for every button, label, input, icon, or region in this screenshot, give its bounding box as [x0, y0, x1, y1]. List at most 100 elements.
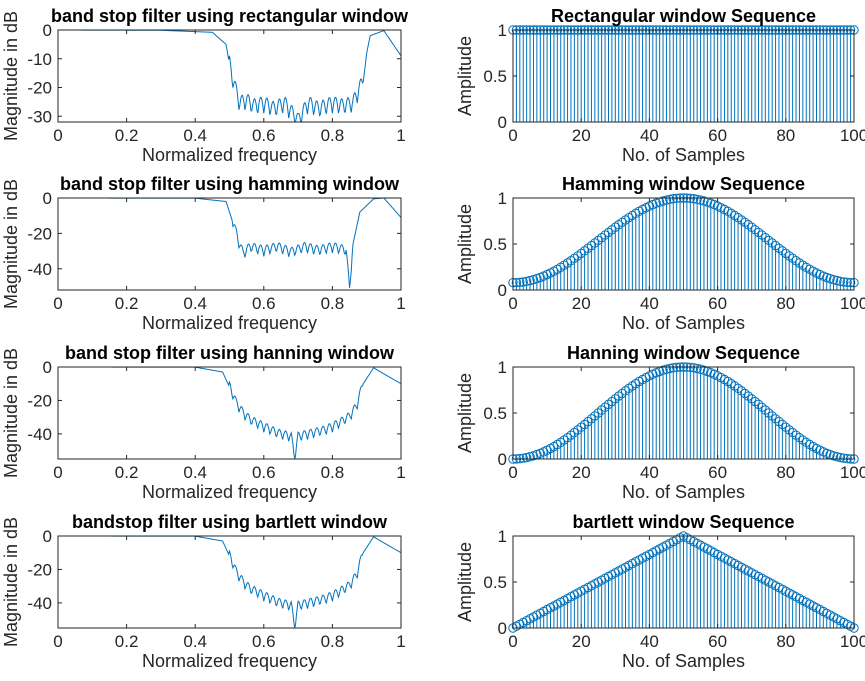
stem-marker — [562, 432, 573, 443]
y-tick-label: -20 — [27, 224, 52, 243]
stem-marker — [579, 246, 590, 256]
x-tick-label: 0.8 — [321, 632, 345, 651]
x-tick-label: 80 — [776, 126, 795, 145]
y-tick-label: -30 — [27, 107, 52, 126]
stem-marker — [747, 222, 757, 232]
stem-marker — [753, 399, 764, 410]
stem-marker — [777, 419, 788, 430]
x-tick-label: 0.2 — [115, 126, 139, 145]
stem-marker — [590, 411, 600, 421]
x-axis-label: Normalized frequency — [142, 313, 317, 333]
y-tick-label: 0.5 — [483, 573, 507, 592]
y-axis-label: Amplitude — [455, 36, 475, 116]
x-tick-label: 60 — [708, 126, 727, 145]
x-axis-label: No. of Samples — [622, 482, 745, 502]
x-tick-label: 0.8 — [321, 294, 345, 313]
x-tick-label: 40 — [640, 294, 659, 313]
y-tick-label: -20 — [27, 560, 52, 579]
stem-marker — [774, 243, 784, 253]
y-tick-label: -40 — [27, 594, 52, 613]
y-axis-label: Magnitude in dB — [1, 517, 21, 647]
stem-marker — [607, 225, 617, 235]
stem-marker — [764, 408, 774, 418]
x-tick-label: 60 — [708, 463, 727, 482]
axes-frame — [57, 535, 402, 629]
y-tick-label: 0 — [498, 113, 507, 132]
x-tick-label: 0.6 — [252, 126, 276, 145]
stem-marker — [777, 246, 788, 256]
x-tick-label: 0 — [508, 632, 517, 651]
x-tick-label: 1 — [396, 294, 405, 313]
subplot-title: Hanning window Sequence — [567, 343, 800, 363]
subplot-title: band stop filter using rectangular windo… — [51, 6, 409, 26]
stem-marker — [620, 386, 631, 396]
x-tick-label: 80 — [776, 294, 795, 313]
stem-marker — [770, 240, 781, 251]
stem-marker — [566, 430, 576, 440]
stem-marker — [593, 235, 603, 246]
stem-marker — [658, 196, 668, 206]
x-tick-label: 0 — [508, 126, 517, 145]
y-tick-label: 0 — [43, 21, 52, 40]
stem-marker — [757, 402, 767, 412]
y-tick-label: 0 — [43, 189, 52, 208]
y-tick-label: -20 — [27, 391, 52, 410]
y-tick-label: 0 — [498, 619, 507, 638]
stem-marker — [518, 453, 528, 463]
stem-marker — [781, 422, 791, 432]
y-tick-label: 0 — [43, 358, 52, 377]
stem-marker — [750, 396, 760, 407]
x-tick-label: 0 — [508, 463, 517, 482]
stem-marker — [692, 194, 702, 205]
x-tick-label: 100 — [840, 463, 865, 482]
stem-marker — [767, 411, 777, 421]
x-tick-label: 0.6 — [252, 294, 276, 313]
y-tick-label: 1 — [498, 21, 507, 40]
subplot-7: 0 0.2 0.4 0.6 0.8 1 0 -20 -40 bandstop filter usi… — [1, 512, 406, 671]
stem-marker — [573, 251, 583, 261]
subplot-6: 0 20 40 60 80 100 0 0.5 1 Hanning window Sequence… — [455, 343, 865, 502]
x-axis-label: Normalized frequency — [142, 482, 317, 502]
y-tick-label: 0.5 — [483, 404, 507, 423]
subplot-5: 0 0.2 0.4 0.6 0.8 1 0 -20 -40 band stop filter us… — [1, 343, 406, 502]
stem-marker — [515, 277, 525, 288]
stem-marker — [835, 452, 846, 463]
stem-marker — [573, 425, 583, 435]
stem-marker — [569, 427, 580, 438]
x-tick-label: 80 — [776, 632, 795, 651]
y-tick-label: 1 — [498, 358, 507, 377]
subplot-title: band stop filter using hamming window — [60, 174, 400, 194]
stem-marker — [593, 408, 603, 418]
stem-marker — [596, 232, 607, 243]
x-tick-label: 0.2 — [115, 294, 139, 313]
stem-marker — [603, 399, 614, 410]
stem-marker — [579, 419, 590, 430]
stem-marker — [518, 277, 528, 287]
y-axis-label: Amplitude — [455, 204, 475, 284]
x-tick-label: 0.8 — [321, 463, 345, 482]
subplot-8: 0 20 40 60 80 100 0 0.5 1 bartlett window Sequenc… — [455, 512, 865, 671]
subplot-title: Rectangular window Sequence — [551, 6, 816, 26]
stem-marker — [583, 243, 593, 253]
y-axis-label: Magnitude in dB — [1, 179, 21, 309]
stem-marker — [740, 388, 750, 399]
y-tick-label: 0.5 — [483, 67, 507, 86]
x-tick-label: 0.4 — [183, 294, 207, 313]
x-tick-label: 40 — [640, 126, 659, 145]
stem-marker — [689, 363, 699, 373]
y-tick-label: -40 — [27, 425, 52, 444]
x-axis-label: Normalized frequency — [142, 145, 317, 165]
x-tick-label: 0.6 — [252, 632, 276, 651]
x-tick-label: 60 — [708, 294, 727, 313]
x-tick-label: 40 — [640, 632, 659, 651]
stem-marker — [839, 453, 849, 463]
x-tick-label: 40 — [640, 463, 659, 482]
y-tick-label: 0.5 — [483, 235, 507, 254]
stem-marker — [787, 427, 798, 438]
stem-marker — [614, 220, 624, 230]
stem-marker — [692, 363, 702, 374]
x-tick-label: 20 — [572, 632, 591, 651]
subplot-title: bartlett window Sequence — [572, 512, 794, 532]
x-axis-label: No. of Samples — [622, 651, 745, 671]
